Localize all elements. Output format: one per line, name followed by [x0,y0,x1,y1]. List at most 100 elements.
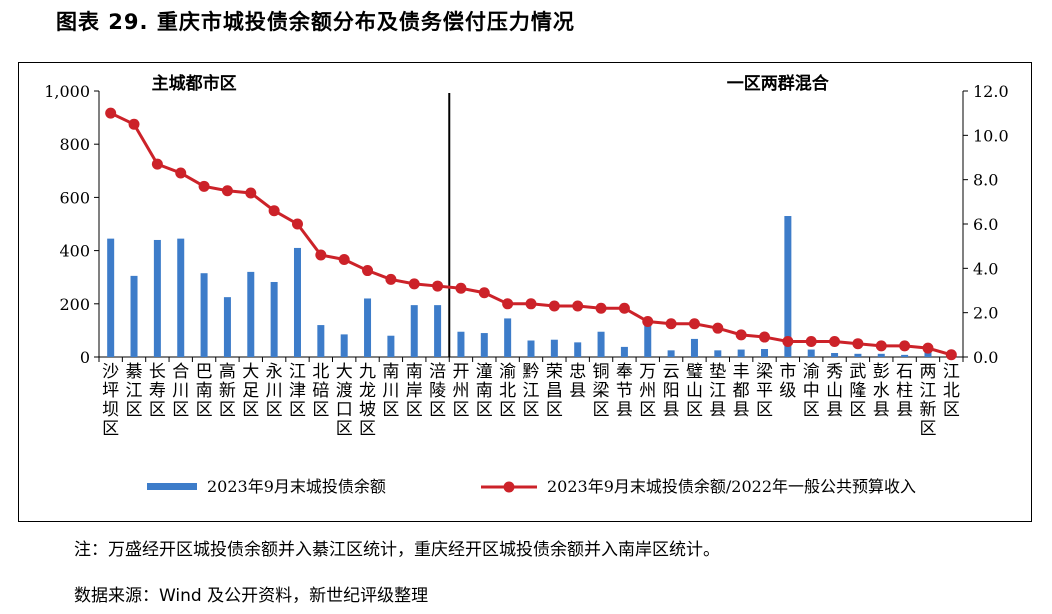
category-label: 梁平区 [756,362,773,420]
ratio-point [362,265,374,277]
right-tick-label: 12.0 [973,82,1009,101]
data-source: 数据来源：Wind 及公开资料，新世纪评级整理 [74,586,429,606]
bar-mark [457,331,465,357]
bar-mark [480,333,488,357]
category-label: 荣昌区 [546,362,563,420]
legend-bar-swatch [147,483,197,490]
ratio-point [268,205,280,217]
bar-mark [247,271,255,357]
category-label: 巴南区 [196,362,213,420]
ratio-point [315,249,327,261]
left-tick-label: 800 [59,135,90,154]
bar-mark [807,349,815,357]
bar-mark [574,342,582,357]
ratio-point [478,287,490,299]
bar-mark [527,340,535,357]
bar-mark [270,281,278,357]
bar-mark [177,238,185,357]
category-label: 两江新区 [919,362,936,439]
ratio-point [525,298,537,310]
ratio-point [922,342,934,354]
category-label: 奉节县 [616,362,633,420]
category-label: 武隆区 [849,362,866,420]
bar-mark [410,305,418,357]
category-label: 涪陵区 [429,362,446,420]
category-label: 南岸区 [406,362,423,420]
right-tick-label: 10.0 [973,126,1009,145]
right-tick-label: 2.0 [973,304,998,323]
category-label: 北碚区 [312,362,329,420]
left-tick-label: 1,000 [44,82,90,101]
category-label: 九龙坡区 [359,362,376,439]
figure-title: 图表 29. 重庆市城投债余额分布及债务偿付压力情况 [56,10,575,34]
right-tick-label: 6.0 [973,215,998,234]
ratio-point [151,158,163,170]
region-label-main-city: 主城都市区 [152,73,237,94]
ratio-point [338,253,350,265]
ratio-point [198,180,210,192]
ratio-point [432,280,444,292]
ratio-point [175,167,187,179]
chart-frame: 0 200 400 600 800 1,000 0.0 2.0 4.0 6.0 8.0 10.0 12.… [18,62,1032,522]
ratio-point [245,187,257,199]
bar-mark [293,247,301,357]
category-label: 丰都县 [733,362,750,420]
bar-mark [644,321,652,357]
category-label: 垫江县 [709,362,726,420]
ratio-point [455,282,467,294]
category-label: 潼南区 [476,362,493,420]
category-label: 万州区 [639,362,656,420]
bar-mark [667,350,675,357]
category-label: 璧山区 [686,362,703,420]
category-label: 江津区 [289,362,306,420]
ratio-point [105,107,117,119]
bar-mark [550,339,558,357]
right-tick-label: 4.0 [973,259,998,278]
category-label: 南川区 [382,362,399,420]
category-label: 长寿区 [149,362,166,420]
ratio-point [642,316,654,328]
bar-mark [340,334,348,357]
category-label: 綦江区 [126,362,143,420]
right-tick-label: 8.0 [973,171,998,190]
ratio-point [759,331,771,343]
category-label: 江北区 [943,362,960,420]
bar-mark [737,349,745,357]
legend-line-marker [503,481,515,493]
combo-chart: 0 200 400 600 800 1,000 0.0 2.0 4.0 6.0 8.0 10.0 12.… [44,73,1009,496]
bar-mark [690,338,698,357]
category-label: 石柱县 [896,362,913,420]
ratio-point [899,340,911,352]
bar-mark [831,353,839,357]
category-label: 铜梁区 [593,362,610,420]
category-label: 市级 [779,362,796,401]
category-label: 沙坪坝区 [102,362,119,439]
bar-mark [620,346,628,357]
bar-mark [364,298,372,357]
ratio-point [385,273,397,285]
bar-mark [130,275,138,357]
ratio-point [852,338,864,350]
ratio-line [110,111,952,357]
bar-mark [200,273,208,357]
category-label: 合川区 [172,362,189,420]
bar-mark [877,353,885,357]
ratio-point [502,298,514,310]
category-label: 渝中区 [803,362,820,420]
category-label: 彭水县 [873,362,890,420]
category-label: 大渡口区 [336,362,353,439]
ratio-point [945,349,957,361]
legend-bar-label: 2023年9月末城投债余额 [207,477,386,496]
right-tick-label: 0.0 [973,348,998,367]
ratio-point [688,318,700,330]
ratio-point [665,318,677,330]
bar-mark [901,354,909,357]
bar-mark [761,349,769,357]
category-label: 黔江区 [523,362,540,420]
ratio-point [805,335,817,347]
ratio-point [221,185,233,197]
legend-line-label: 2023年9月末城投债余额/2022年一般公共预算收入 [547,477,916,496]
ratio-point [712,322,724,334]
ratio-point [595,302,607,314]
category-label: 大足区 [242,362,259,420]
